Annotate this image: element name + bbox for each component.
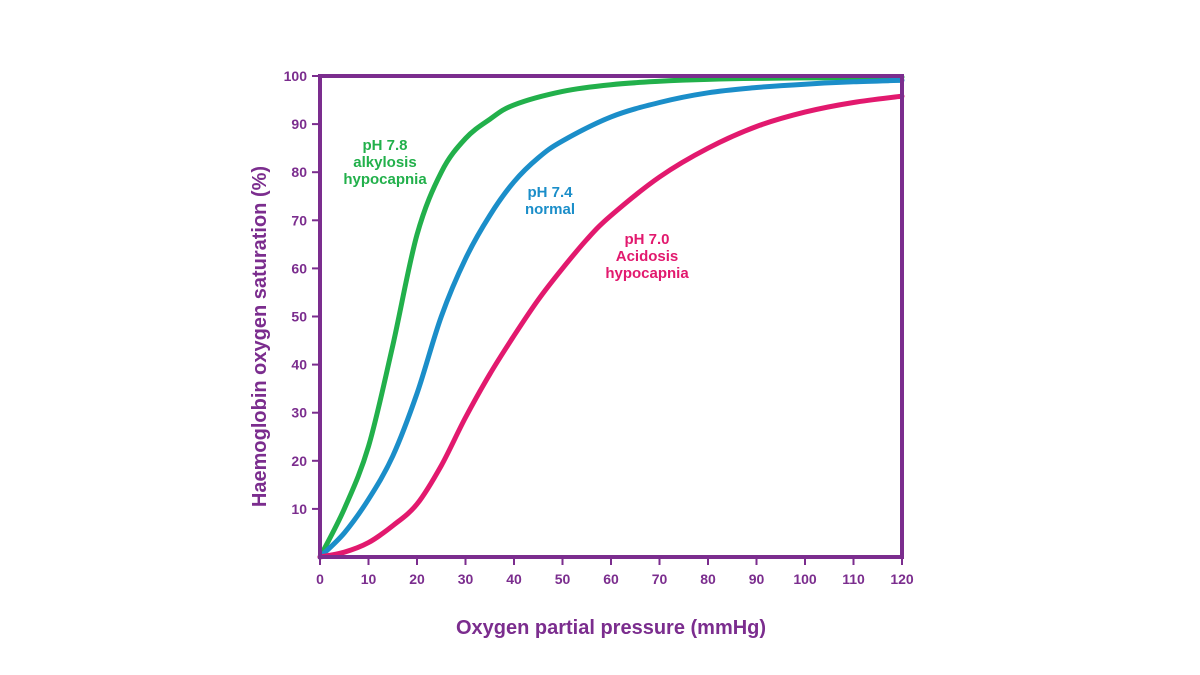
x-tick-label: 40	[506, 571, 522, 587]
series-label-line: pH 7.4	[527, 184, 573, 201]
series-label-line: pH 7.0	[624, 231, 669, 248]
x-tick-label: 90	[749, 571, 765, 587]
series-line-ph-7-4	[317, 77, 905, 560]
x-axis-title: Oxygen partial pressure (mmHg)	[456, 617, 766, 639]
series-line-ph-7-8	[317, 74, 905, 560]
series-label-line: hypocapnia	[343, 171, 427, 188]
x-tick-label: 100	[793, 571, 817, 587]
series-lines	[317, 74, 905, 560]
series-label-line: alkylosis	[353, 154, 416, 171]
x-tick-label: 120	[890, 571, 914, 587]
x-tick-label: 10	[361, 571, 377, 587]
series-label-ph-7-4: pH 7.4 normal	[525, 184, 575, 218]
y-axis-title: Haemoglobin oxygen saturation (%)	[249, 166, 271, 507]
x-tick-label: 30	[458, 571, 474, 587]
series-label-line: hypocapnia	[605, 265, 689, 282]
y-tick-label: 80	[291, 164, 307, 180]
x-tick-label: 60	[603, 571, 619, 587]
x-tick-label: 20	[409, 571, 425, 587]
series-label-ph-7-8: pH 7.8 alkylosis hypocapnia	[343, 137, 427, 188]
x-tick-label: 80	[700, 571, 716, 587]
y-tick-label: 10	[291, 501, 307, 517]
series-line-ph-7-0	[317, 93, 905, 560]
y-tick-label: 30	[291, 405, 307, 421]
x-tick-label: 0	[316, 571, 324, 587]
x-tick-label: 50	[555, 571, 571, 587]
series-label-line: pH 7.8	[362, 137, 407, 154]
series-label-ph-7-0: pH 7.0 Acidosis hypocapnia	[605, 231, 689, 282]
y-tick-label: 20	[291, 453, 307, 469]
axis-ticks: 0 10 20 30 40 50 60 70 80 90 100 110 120 10 20 30 40 50 60…	[284, 68, 914, 587]
y-tick-label: 90	[291, 116, 307, 132]
x-tick-label: 110	[842, 571, 865, 587]
y-tick-label: 40	[291, 357, 307, 373]
y-tick-label: 60	[291, 260, 307, 276]
series-label-line: normal	[525, 201, 575, 218]
series-label-line: Acidosis	[616, 248, 679, 265]
y-tick-label: 50	[291, 309, 307, 325]
y-tick-label: 70	[291, 212, 307, 228]
y-tick-label: 100	[284, 68, 308, 84]
x-tick-label: 70	[652, 571, 668, 587]
